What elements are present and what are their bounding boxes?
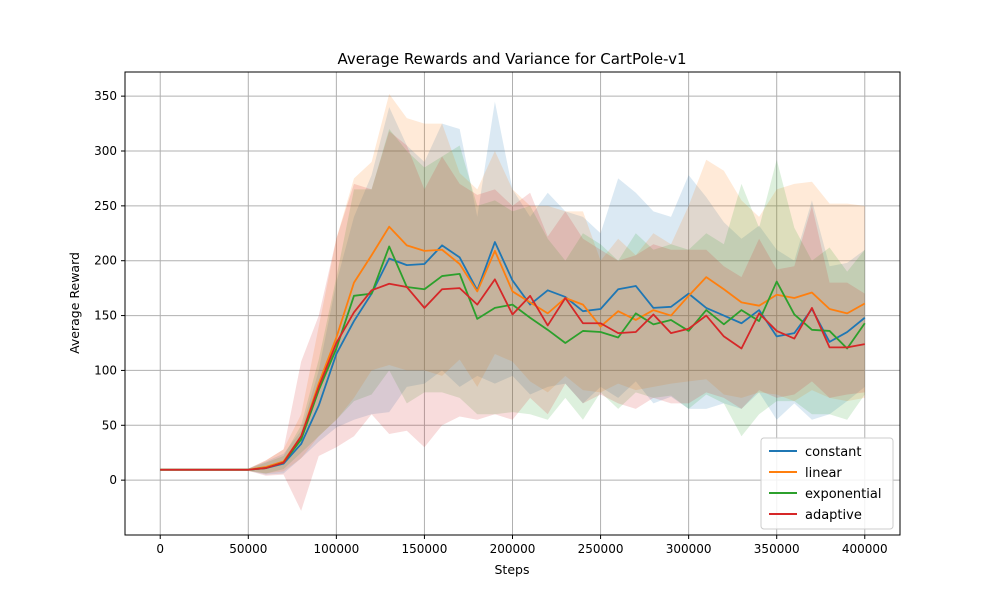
legend: constant linear exponential adaptive <box>760 437 894 530</box>
legend-label-constant: constant <box>805 445 862 460</box>
x-tick-label: 100000 <box>313 542 359 556</box>
series-line-linear <box>160 225 866 471</box>
y-tick-label: 350 <box>94 89 117 103</box>
y-tick-label: 100 <box>94 363 117 377</box>
legend-label-linear: linear <box>805 466 842 481</box>
chart-title: Average Rewards and Variance for CartPol… <box>338 50 687 68</box>
x-tick-label: 250000 <box>578 542 624 556</box>
variance-band-constant <box>160 101 865 475</box>
x-tick-label: 200000 <box>490 542 536 556</box>
x-axis-label: Steps <box>495 562 530 577</box>
axis-ticks: 0 50000 100000 150000 200000 250000 300000 3500… <box>94 89 888 556</box>
legend-label-adaptive: adaptive <box>805 508 862 523</box>
variance-bands <box>160 93 865 511</box>
x-tick-label: 350000 <box>754 542 800 556</box>
x-tick-label: 0 <box>156 542 164 556</box>
grid <box>125 72 900 535</box>
y-axis-label: Average Reward <box>67 252 82 354</box>
y-tick-label: 250 <box>94 199 117 213</box>
legend-box <box>760 437 894 530</box>
variance-band-exponential <box>160 129 865 474</box>
y-tick-label: 300 <box>94 144 117 158</box>
x-tick-label: 150000 <box>402 542 448 556</box>
series-lines <box>160 225 866 471</box>
legend-label-exponential: exponential <box>805 487 881 502</box>
y-tick-label: 200 <box>94 254 117 268</box>
y-tick-label: 150 <box>94 309 117 323</box>
x-tick-label: 50000 <box>229 542 267 556</box>
x-tick-label: 400000 <box>842 542 888 556</box>
variance-band-adaptive <box>160 131 865 511</box>
y-tick-label: 50 <box>102 418 117 432</box>
x-tick-label: 300000 <box>666 542 712 556</box>
y-tick-label: 0 <box>109 473 117 487</box>
variance-band-linear <box>160 93 865 474</box>
series-line-adaptive <box>160 278 865 471</box>
